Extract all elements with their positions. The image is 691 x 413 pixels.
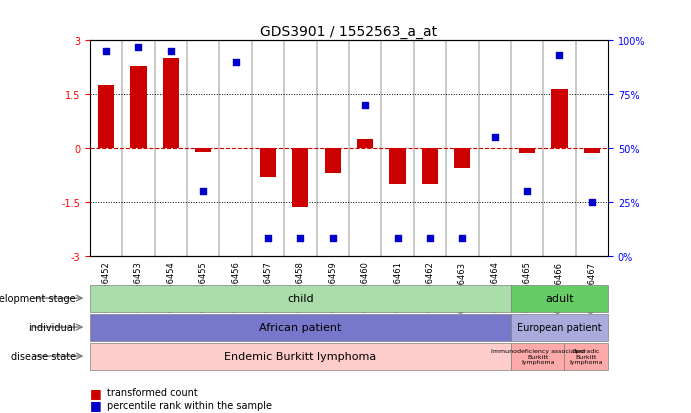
Text: percentile rank within the sample: percentile rank within the sample xyxy=(107,400,272,410)
Text: Endemic Burkitt lymphoma: Endemic Burkitt lymphoma xyxy=(225,351,377,361)
Point xyxy=(165,49,176,55)
Text: African patient: African patient xyxy=(259,322,341,332)
Point xyxy=(554,53,565,59)
Bar xyxy=(551,90,567,149)
Text: adult: adult xyxy=(545,293,574,304)
Point xyxy=(198,188,209,195)
Point xyxy=(392,235,403,242)
Text: European patient: European patient xyxy=(517,322,602,332)
Text: Immunodeficiency associated
Burkitt
lymphoma: Immunodeficiency associated Burkitt lymp… xyxy=(491,348,585,365)
Bar xyxy=(162,59,179,149)
Point xyxy=(100,49,111,55)
Title: GDS3901 / 1552563_a_at: GDS3901 / 1552563_a_at xyxy=(261,25,437,39)
Point xyxy=(230,59,241,66)
Point xyxy=(522,188,533,195)
Bar xyxy=(584,149,600,154)
Text: disease state: disease state xyxy=(11,351,76,361)
Bar xyxy=(325,149,341,174)
Text: development stage: development stage xyxy=(0,293,76,304)
Text: ■: ■ xyxy=(90,386,102,399)
Text: ■: ■ xyxy=(90,398,102,411)
Text: Sporadic
Burkitt
lymphoma: Sporadic Burkitt lymphoma xyxy=(569,348,603,365)
Bar xyxy=(131,66,146,149)
Point xyxy=(457,235,468,242)
Point xyxy=(489,135,500,141)
Bar xyxy=(454,149,471,169)
Bar xyxy=(292,149,308,208)
Point xyxy=(587,199,598,206)
Point xyxy=(359,102,370,109)
Bar xyxy=(98,86,114,149)
Bar xyxy=(357,140,373,149)
Bar xyxy=(260,149,276,177)
Point xyxy=(295,235,306,242)
Text: individual: individual xyxy=(28,322,76,332)
Point xyxy=(263,235,274,242)
Text: transformed count: transformed count xyxy=(107,387,198,397)
Text: child: child xyxy=(287,293,314,304)
Point xyxy=(133,45,144,51)
Bar xyxy=(195,149,211,152)
Bar xyxy=(422,149,438,185)
Point xyxy=(328,235,339,242)
Bar xyxy=(390,149,406,185)
Bar xyxy=(519,149,536,154)
Point xyxy=(424,235,435,242)
